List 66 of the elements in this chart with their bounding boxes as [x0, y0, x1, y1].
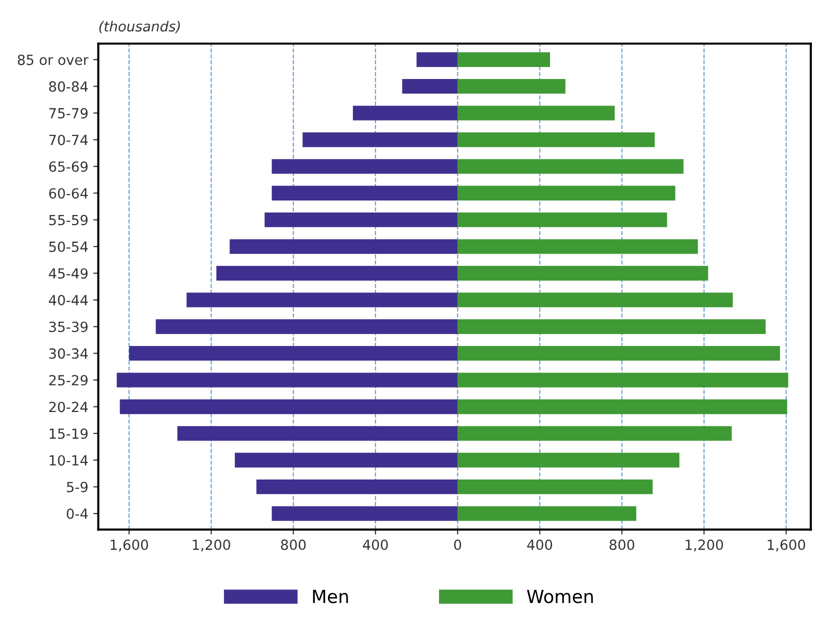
- bar: [458, 319, 766, 334]
- bar: [458, 52, 550, 67]
- x-tick-label: 1,600: [110, 540, 148, 552]
- bar: [402, 78, 458, 94]
- bar: [458, 506, 636, 521]
- bar: [458, 479, 653, 494]
- bar: [416, 52, 458, 67]
- bar: [458, 239, 698, 254]
- bar: [186, 292, 458, 308]
- bar: [230, 239, 458, 254]
- bar: [116, 372, 458, 388]
- bar: [458, 78, 566, 94]
- bar: [352, 106, 458, 120]
- bar: [156, 319, 458, 334]
- x-tick-label: 400: [527, 540, 552, 550]
- bar: [458, 132, 655, 148]
- y-tick-label: 50-54: [49, 242, 88, 252]
- y-tick-label: 40-44: [48, 294, 88, 306]
- bar: [272, 186, 458, 200]
- y-tick-label: 35-39: [49, 322, 88, 332]
- y-tick-label: 85 or over: [18, 54, 89, 66]
- bar: [216, 266, 458, 281]
- bar: [458, 292, 733, 308]
- x-tick-label: 800: [281, 540, 306, 550]
- legend-label: Women: [526, 590, 593, 604]
- bar: [458, 452, 680, 468]
- x-tick-label: 1,200: [192, 540, 230, 552]
- y-tick-label: 20-24: [49, 402, 88, 412]
- y-tick-label: 80-84: [49, 81, 88, 92]
- x-tick-label: 1,200: [686, 540, 723, 552]
- bar: [177, 426, 458, 441]
- bar: [458, 399, 788, 414]
- bar: [129, 346, 458, 361]
- y-tick-label: 70-74: [49, 134, 88, 146]
- legend-label: Men: [313, 590, 348, 604]
- y-tick-label: 75-79: [49, 108, 88, 119]
- y-tick-label: 0-4: [66, 508, 88, 520]
- bar: [458, 159, 684, 174]
- bar: [264, 212, 458, 228]
- bar: [272, 506, 458, 521]
- y-tick-label: 10-14: [50, 455, 88, 466]
- bar: [458, 426, 732, 441]
- y-tick-label: 30-34: [49, 348, 88, 359]
- bar: [120, 399, 458, 414]
- y-tick-label: 45-49: [48, 268, 88, 279]
- bar: [458, 106, 615, 120]
- y-tick-label: 55-59: [49, 214, 88, 226]
- bar: [458, 186, 676, 200]
- y-tick-label: 15-19: [50, 428, 88, 439]
- x-tick-label: 800: [610, 540, 634, 550]
- x-tick-label: 400: [362, 540, 388, 550]
- y-tick-label: 5-9: [66, 482, 88, 492]
- bar: [234, 452, 458, 468]
- bar: [458, 212, 668, 228]
- x-tick-label: 0: [454, 540, 462, 550]
- bar: [256, 479, 458, 494]
- y-tick-label: 25-29: [49, 375, 88, 386]
- x-tick-label: 1,600: [768, 540, 806, 552]
- bar: [302, 132, 458, 148]
- bar: [272, 159, 458, 174]
- chart-subtitle: (thousands): [99, 20, 180, 34]
- y-tick-label: 65-69: [49, 161, 88, 172]
- bar: [458, 266, 708, 281]
- bar: [458, 346, 780, 361]
- y-tick-label: 60-64: [49, 188, 88, 199]
- bar: [458, 372, 788, 388]
